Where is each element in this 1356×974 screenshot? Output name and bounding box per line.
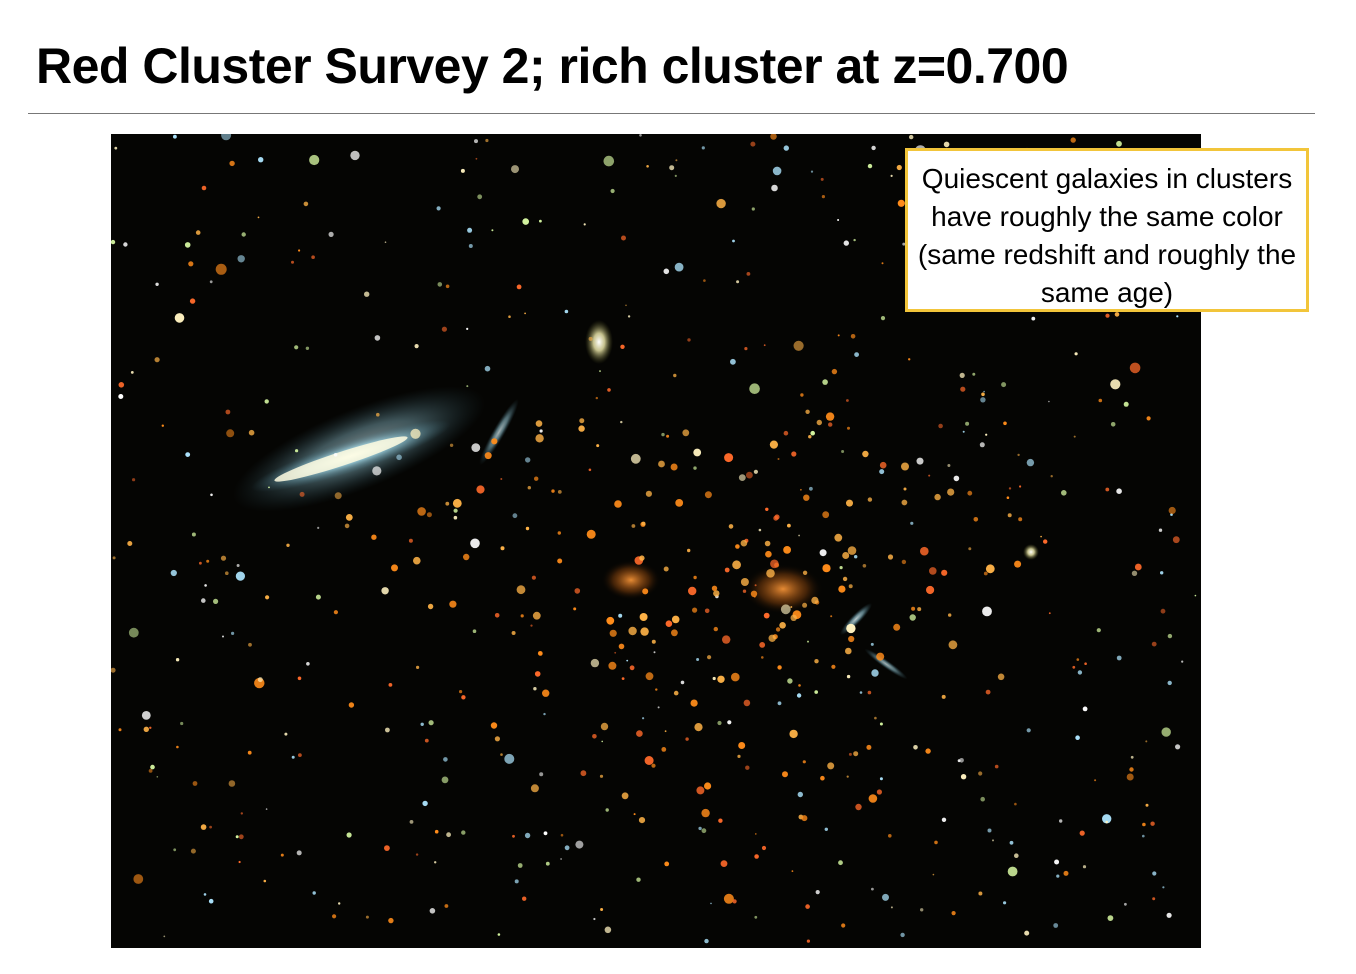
callout-text: Quiescent galaxies in clusters have roug… xyxy=(917,163,1297,308)
callout-box: Quiescent galaxies in clusters have roug… xyxy=(905,148,1309,312)
galaxy-dots xyxy=(111,134,1201,944)
title-divider xyxy=(28,113,1315,114)
bright-galaxies xyxy=(479,320,1039,680)
edge-on-spiral-galaxy xyxy=(232,386,486,512)
galaxy-field-svg xyxy=(111,134,1201,944)
slide-title: Red Cluster Survey 2; rich cluster at z=… xyxy=(36,38,1069,94)
